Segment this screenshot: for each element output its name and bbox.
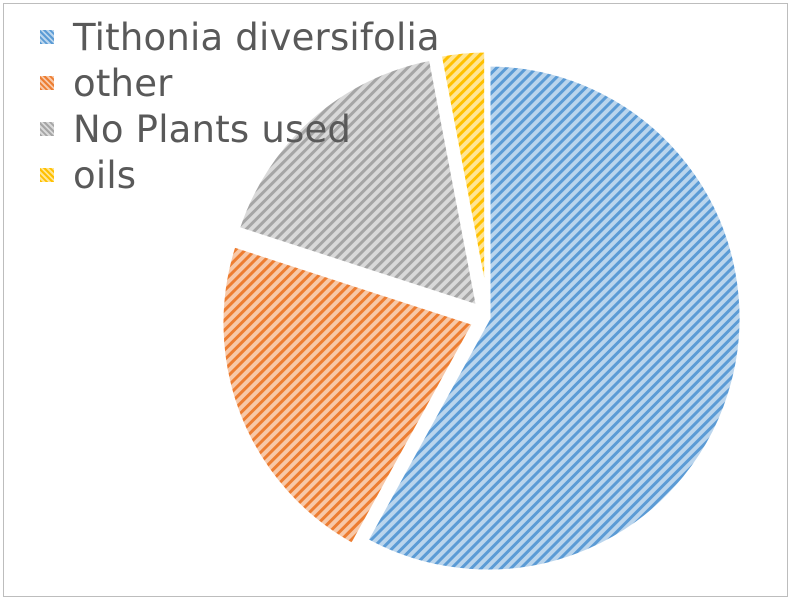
pie-slices [218,47,745,575]
legend-item-no-plants-used: No Plants used [40,104,351,154]
legend-label-oils: oils [73,153,137,197]
legend-label-no-plants-used: No Plants used [73,107,352,151]
legend-item-tithonia-diversifolia: Tithonia diversifolia [40,12,440,62]
legend-swatch-no-plants-used [40,122,54,136]
legend-swatch-oils [40,168,54,182]
pie-chart [218,47,745,575]
pie-slice-other [218,242,478,549]
legend-label-tithonia-diversifolia: Tithonia diversifolia [73,15,440,59]
chart-frame: Tithonia diversifolia other No Plants us… [3,3,788,597]
pie-slice-tithonia-diversifolia [363,61,745,575]
legend-label-other: other [73,61,173,105]
legend-item-oils: oils [40,150,136,200]
legend-item-other: other [40,58,173,108]
pie-slice-no-plants-used [234,55,482,310]
legend-swatch-tithonia-diversifolia [40,30,54,44]
legend-swatch-other [40,76,54,90]
pie-slice-oils [436,47,490,307]
